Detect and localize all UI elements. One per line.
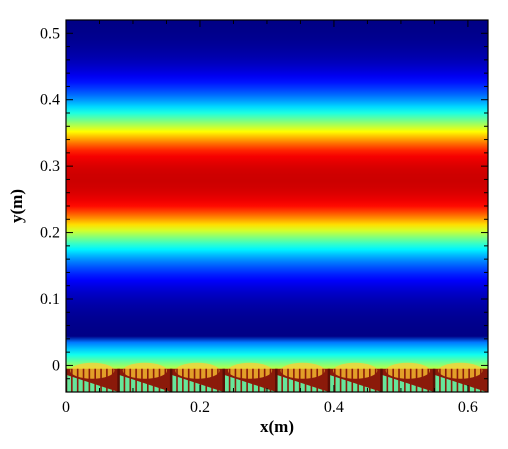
wedge-segment (223, 374, 277, 392)
plot-area (66, 20, 488, 392)
surface-glow (385, 362, 430, 379)
wedge-segment (118, 374, 172, 392)
wedge-segment (276, 374, 329, 392)
surface-glow (175, 362, 220, 379)
wedge-segment (381, 374, 435, 392)
surface-glow (280, 362, 325, 379)
y-axis-ticks: 0 0.1 0.2 0.3 0.4 0.5 (40, 25, 488, 380)
wedge-segment (328, 374, 382, 392)
surface-glow (333, 362, 378, 379)
y-tick-label: 0.5 (40, 25, 60, 42)
y-tick-label: 0.2 (40, 225, 60, 242)
wedge-segment (66, 374, 119, 392)
surface-glow (122, 362, 167, 379)
x-tick-label: 0 (62, 399, 70, 416)
x-tick-label: 0.6 (458, 399, 478, 416)
x-tick-label: 0.2 (190, 399, 210, 416)
x-axis-ticks: 0 0.2 0.4 0.6 (62, 20, 478, 416)
surface-glow (438, 362, 483, 379)
wedge-segment (171, 374, 224, 392)
surface-glow (70, 362, 115, 379)
surface-glow (227, 362, 273, 379)
field-band-fill (66, 20, 488, 392)
y-tick-label: 0.1 (40, 291, 60, 308)
y-tick-label: 0.4 (40, 92, 60, 109)
y-tick-label: 0 (52, 357, 60, 374)
y-tick-label: 0.3 (40, 158, 60, 175)
y-axis-title: y(m) (7, 189, 26, 223)
x-tick-label: 0.4 (324, 399, 344, 416)
wedge-segment (434, 374, 487, 392)
x-axis-title: x(m) (260, 417, 294, 436)
